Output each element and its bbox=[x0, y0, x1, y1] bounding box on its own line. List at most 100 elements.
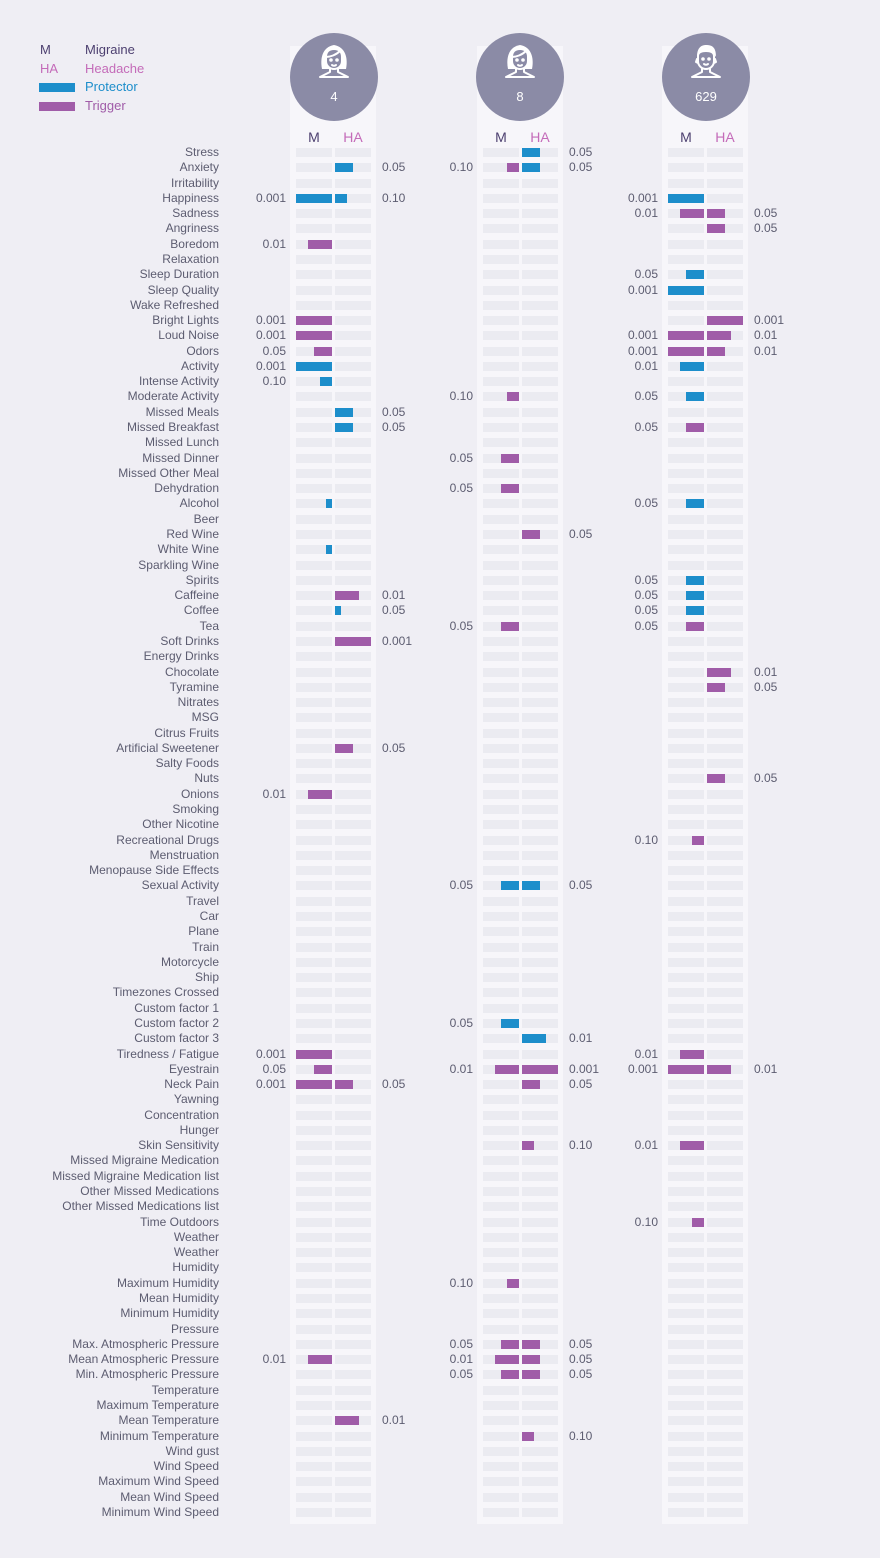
data-bar-trigger bbox=[495, 1064, 519, 1074]
track-m bbox=[483, 713, 519, 723]
factor-label: Angriness bbox=[165, 221, 219, 236]
track-m bbox=[296, 1217, 332, 1227]
track-m bbox=[668, 927, 704, 937]
track-m bbox=[296, 178, 332, 188]
data-bar-protector bbox=[320, 377, 332, 387]
track-ha bbox=[707, 163, 743, 173]
track-m bbox=[668, 942, 704, 952]
p-value-label: 0.01 bbox=[754, 664, 778, 679]
track-m bbox=[668, 713, 704, 723]
factor-label: Plane bbox=[188, 924, 219, 939]
track-m bbox=[668, 1477, 704, 1487]
track-m bbox=[483, 514, 519, 524]
track-ha bbox=[522, 575, 558, 585]
p-value-label: 0.05 bbox=[634, 572, 658, 587]
track-ha bbox=[707, 453, 743, 463]
track-m bbox=[668, 850, 704, 860]
data-bar-trigger bbox=[707, 331, 731, 341]
track-m bbox=[296, 1507, 332, 1517]
track-ha bbox=[335, 530, 371, 539]
track-ha bbox=[522, 1018, 558, 1028]
data-bar-trigger bbox=[296, 331, 332, 341]
data-bar-protector bbox=[326, 545, 332, 555]
track-ha bbox=[707, 698, 743, 708]
track-m bbox=[296, 774, 332, 784]
track-ha bbox=[707, 224, 743, 234]
track-m bbox=[296, 1309, 332, 1319]
factor-label: Timezones Crossed bbox=[112, 985, 219, 1000]
track-m bbox=[483, 193, 519, 203]
legend-headache-label: Headache bbox=[85, 60, 145, 76]
track-m bbox=[296, 1156, 332, 1166]
track-ha bbox=[335, 743, 371, 753]
factor-label: Missed Meals bbox=[145, 404, 219, 419]
track-ha bbox=[522, 224, 558, 234]
p-value-label: 0.001 bbox=[255, 328, 286, 343]
track-m bbox=[668, 682, 704, 692]
track-ha bbox=[522, 621, 558, 631]
track-ha bbox=[522, 209, 558, 219]
track-m bbox=[296, 1324, 332, 1334]
data-bar-trigger bbox=[668, 346, 704, 356]
track-m bbox=[483, 1324, 519, 1334]
track-m bbox=[296, 912, 332, 921]
track-m bbox=[296, 163, 332, 173]
track-ha bbox=[522, 163, 558, 173]
track-m bbox=[296, 1278, 332, 1288]
track-ha bbox=[707, 300, 743, 310]
p-value-label: 0.01 bbox=[754, 1061, 778, 1076]
track-ha bbox=[335, 1156, 371, 1166]
track-ha bbox=[707, 896, 743, 906]
p-value-label: 0.05 bbox=[449, 481, 473, 496]
track-ha bbox=[335, 606, 371, 616]
data-bar-trigger bbox=[507, 163, 519, 173]
avatar-count-2: 8 bbox=[516, 89, 524, 104]
track-ha bbox=[335, 820, 371, 830]
legend-protector-key bbox=[38, 79, 78, 97]
legend-trigger-key bbox=[38, 98, 78, 116]
track-m bbox=[483, 316, 519, 326]
track-ha bbox=[707, 1294, 743, 1303]
avatar-count-1: 4 bbox=[330, 89, 338, 104]
factor-label: Tyramine bbox=[169, 679, 219, 694]
track-m bbox=[668, 743, 704, 753]
track-m bbox=[483, 698, 519, 708]
track-ha bbox=[522, 1431, 558, 1441]
track-ha bbox=[707, 285, 743, 295]
track-ha bbox=[707, 1324, 743, 1334]
factor-label: Maximum Temperature bbox=[96, 1397, 219, 1412]
p-value-label: 0.05 bbox=[754, 206, 778, 221]
p-value-label: 0.05 bbox=[569, 1352, 593, 1367]
track-ha bbox=[707, 881, 743, 891]
track-m bbox=[296, 942, 332, 952]
track-m bbox=[483, 835, 519, 845]
factor-label: Mean Wind Speed bbox=[120, 1489, 219, 1504]
p-value-label: 0.05 bbox=[382, 740, 406, 755]
track-ha bbox=[707, 1477, 743, 1487]
factor-label: Eyestrain bbox=[168, 1061, 219, 1076]
factor-label: Nuts bbox=[194, 771, 219, 786]
track-m bbox=[668, 1263, 704, 1273]
track-m bbox=[668, 636, 704, 646]
track-ha bbox=[522, 1294, 558, 1303]
track-m bbox=[483, 1110, 519, 1120]
track-ha bbox=[335, 1294, 371, 1303]
track-m bbox=[483, 1507, 519, 1517]
p-value-label: 0.01 bbox=[382, 588, 406, 603]
p-value-label: 0.10 bbox=[262, 374, 286, 389]
factor-label: Energy Drinks bbox=[143, 649, 219, 664]
track-ha bbox=[707, 530, 743, 539]
track-ha bbox=[522, 1370, 558, 1380]
factor-label: Other Missed Medications list bbox=[62, 1199, 219, 1214]
p-value-label: 0.05 bbox=[569, 1336, 593, 1351]
track-m bbox=[483, 1232, 519, 1242]
track-ha bbox=[707, 1339, 743, 1349]
track-m bbox=[483, 1278, 519, 1288]
track-m bbox=[668, 1156, 704, 1166]
track-ha bbox=[522, 1278, 558, 1288]
track-m bbox=[296, 988, 332, 998]
data-bar-protector bbox=[501, 1018, 519, 1028]
track-ha bbox=[335, 728, 371, 738]
data-bar-trigger bbox=[501, 453, 519, 463]
track-m bbox=[483, 973, 519, 983]
